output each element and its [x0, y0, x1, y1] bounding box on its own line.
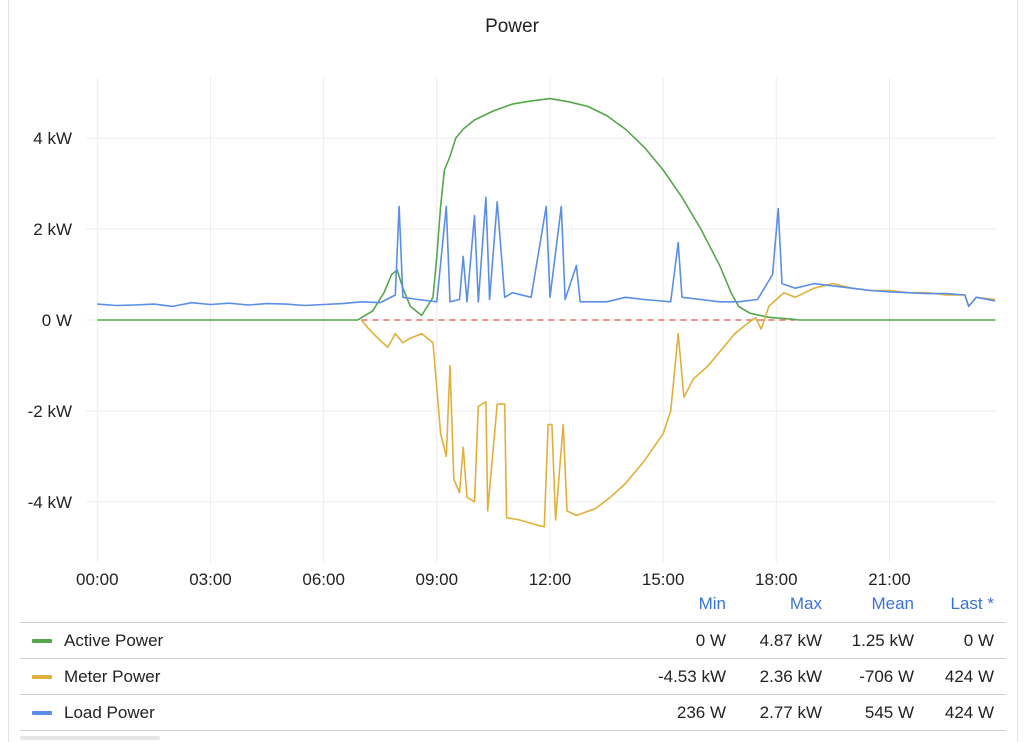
- legend-last: 424 W: [944, 703, 994, 722]
- legend-max: 2.36 kW: [759, 667, 822, 686]
- legend-header-mean[interactable]: Mean: [871, 594, 914, 613]
- legend-header-max[interactable]: Max: [789, 594, 822, 613]
- y-tick-label: -2 kW: [28, 402, 72, 421]
- legend-table: Min Max Mean Last * Active Power 0 W 4.8…: [20, 590, 1006, 731]
- y-tick-label: 0 W: [42, 311, 72, 330]
- legend-series-name: Meter Power: [64, 667, 161, 686]
- legend-row-active-power[interactable]: Active Power 0 W 4.87 kW 1.25 kW 0 W: [20, 622, 1006, 658]
- legend-last: 0 W: [963, 631, 994, 650]
- legend-max: 4.87 kW: [759, 631, 822, 650]
- legend-max: 2.77 kW: [759, 703, 822, 722]
- legend-min: 0 W: [695, 631, 726, 650]
- legend-header-min[interactable]: Min: [698, 594, 726, 613]
- x-tick-label: 15:00: [642, 570, 685, 589]
- legend-min: 236 W: [676, 703, 726, 722]
- legend-last: 424 W: [944, 667, 994, 686]
- legend-swatch-active: [32, 639, 52, 643]
- series-line-meter-power: [360, 282, 996, 528]
- series-line-load-power: [97, 196, 996, 308]
- legend-mean: -706 W: [859, 667, 914, 686]
- chart-panel: [8, 0, 1018, 742]
- scroll-indicator: [20, 736, 160, 740]
- y-tick-label: -4 kW: [28, 493, 72, 512]
- legend-series-name: Active Power: [64, 631, 164, 650]
- y-tick-label: 4 kW: [33, 129, 72, 148]
- x-tick-label: 21:00: [868, 570, 911, 589]
- chart-svg: 00:00 03:00 06:00 09:00 12:00 15:00 18:00 21:00…: [28, 78, 997, 589]
- legend-swatch-meter: [32, 675, 52, 679]
- legend-row-meter-power[interactable]: Meter Power -4.53 kW 2.36 kW -706 W 424 …: [20, 658, 1006, 694]
- x-tick-label: 03:00: [189, 570, 232, 589]
- panel-title[interactable]: Power: [485, 16, 539, 37]
- legend-mean: 545 W: [864, 703, 914, 722]
- legend-row-load-power[interactable]: Load Power 236 W 2.77 kW 545 W 424 W: [20, 694, 1006, 731]
- legend-mean: 1.25 kW: [851, 631, 914, 650]
- x-tick-label: 18:00: [755, 570, 798, 589]
- x-tick-label: 12:00: [529, 570, 572, 589]
- legend-header-last[interactable]: Last *: [950, 594, 994, 613]
- x-tick-label: 09:00: [416, 570, 459, 589]
- x-tick-label: 06:00: [302, 570, 345, 589]
- legend-min: -4.53 kW: [657, 667, 726, 686]
- series-line-active-power: [97, 97, 996, 321]
- legend-header: Min Max Mean Last *: [20, 590, 1006, 622]
- x-tick-label: 00:00: [76, 570, 119, 589]
- y-tick-label: 2 kW: [33, 220, 72, 239]
- legend-swatch-load: [32, 711, 52, 715]
- legend-series-name: Load Power: [64, 703, 155, 722]
